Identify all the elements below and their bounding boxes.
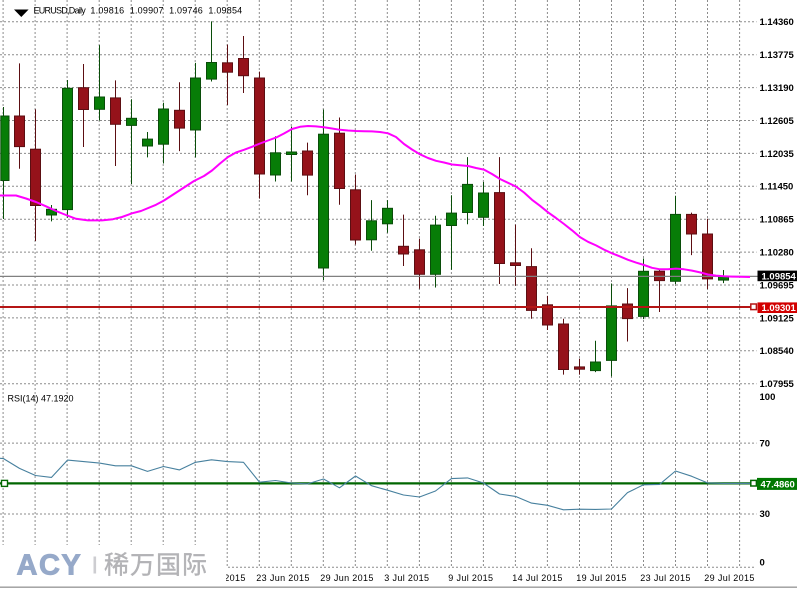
- svg-text:23 Jul 2015: 23 Jul 2015: [640, 573, 690, 583]
- svg-text:1.12605: 1.12605: [760, 116, 795, 127]
- svg-text:1.10280: 1.10280: [760, 248, 794, 259]
- svg-text:14 Jul 2015: 14 Jul 2015: [512, 573, 562, 583]
- svg-text:1.13775: 1.13775: [760, 50, 795, 61]
- svg-text:1.08540: 1.08540: [760, 346, 794, 357]
- svg-text:3 Jul 2015: 3 Jul 2015: [384, 573, 429, 583]
- svg-text:100: 100: [760, 392, 776, 403]
- svg-text:1.09695: 1.09695: [760, 280, 795, 291]
- svg-text:1.13190: 1.13190: [760, 83, 794, 94]
- svg-text:0: 0: [760, 557, 765, 568]
- svg-text:1.09301: 1.09301: [762, 303, 797, 314]
- svg-text:29 Jun 2015: 29 Jun 2015: [320, 573, 373, 583]
- svg-text:29 Jul 2015: 29 Jul 2015: [704, 573, 754, 583]
- svg-text:ACY: ACY: [17, 550, 83, 582]
- svg-text:19 Jul 2015: 19 Jul 2015: [576, 573, 626, 583]
- svg-text:1.10865: 1.10865: [760, 215, 795, 226]
- svg-text:47.4860: 47.4860: [761, 480, 795, 491]
- svg-text:EURUSD,Daily 1.09816 1.09907: EURUSD,Daily 1.09816 1.09907 1.09746 1.0…: [34, 6, 243, 16]
- svg-text:1.09125: 1.09125: [760, 313, 795, 324]
- svg-text:1.07955: 1.07955: [760, 379, 795, 390]
- svg-text:1.14360: 1.14360: [760, 17, 794, 28]
- svg-text:70: 70: [760, 439, 771, 450]
- svg-text:稀万国际: 稀万国际: [104, 552, 208, 580]
- svg-text:1.09854: 1.09854: [762, 271, 797, 282]
- svg-text:1.12035: 1.12035: [760, 149, 795, 160]
- svg-text:1.11450: 1.11450: [760, 182, 794, 193]
- svg-text:RSI(14) 47.1920: RSI(14) 47.1920: [8, 394, 74, 404]
- svg-text:23 Jun 2015: 23 Jun 2015: [256, 573, 309, 583]
- svg-text:30: 30: [760, 509, 771, 520]
- svg-text:9 Jul 2015: 9 Jul 2015: [448, 573, 493, 583]
